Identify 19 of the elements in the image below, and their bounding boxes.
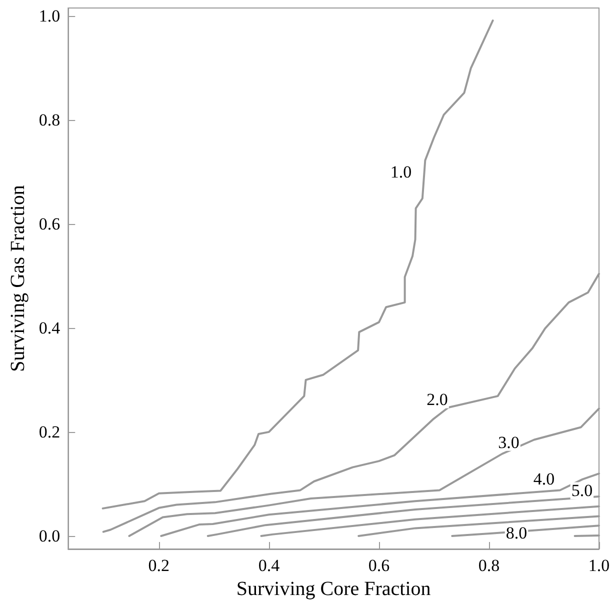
x-tick-label: 0.8: [478, 556, 500, 575]
annotation: 8.0: [506, 523, 528, 542]
x-tick-label: 0.4: [258, 556, 280, 575]
annotation: 4.0: [533, 469, 555, 488]
y-tick-label: 0.8: [38, 110, 60, 130]
y-tick-label: 0.6: [38, 214, 60, 234]
annotation: 3.0: [498, 432, 520, 452]
annotation: 5.0: [571, 481, 593, 500]
annotation: 1.0: [390, 162, 412, 182]
y-tick-label: 1.0: [38, 6, 60, 26]
x-tick-label: 0.6: [368, 556, 390, 575]
y-tick-label: 0.2: [38, 422, 60, 442]
x-axis-title: Surviving Core Fraction: [236, 578, 431, 600]
annotation: 2.0: [426, 390, 448, 410]
y-axis-title: Surviving Gas Fraction: [7, 185, 29, 372]
y-tick-label: 0.4: [38, 318, 61, 338]
x-tick-label: 0.2: [148, 556, 170, 575]
x-tick-label: 1.0: [588, 556, 610, 575]
y-tick-label: 0.0: [38, 526, 60, 546]
